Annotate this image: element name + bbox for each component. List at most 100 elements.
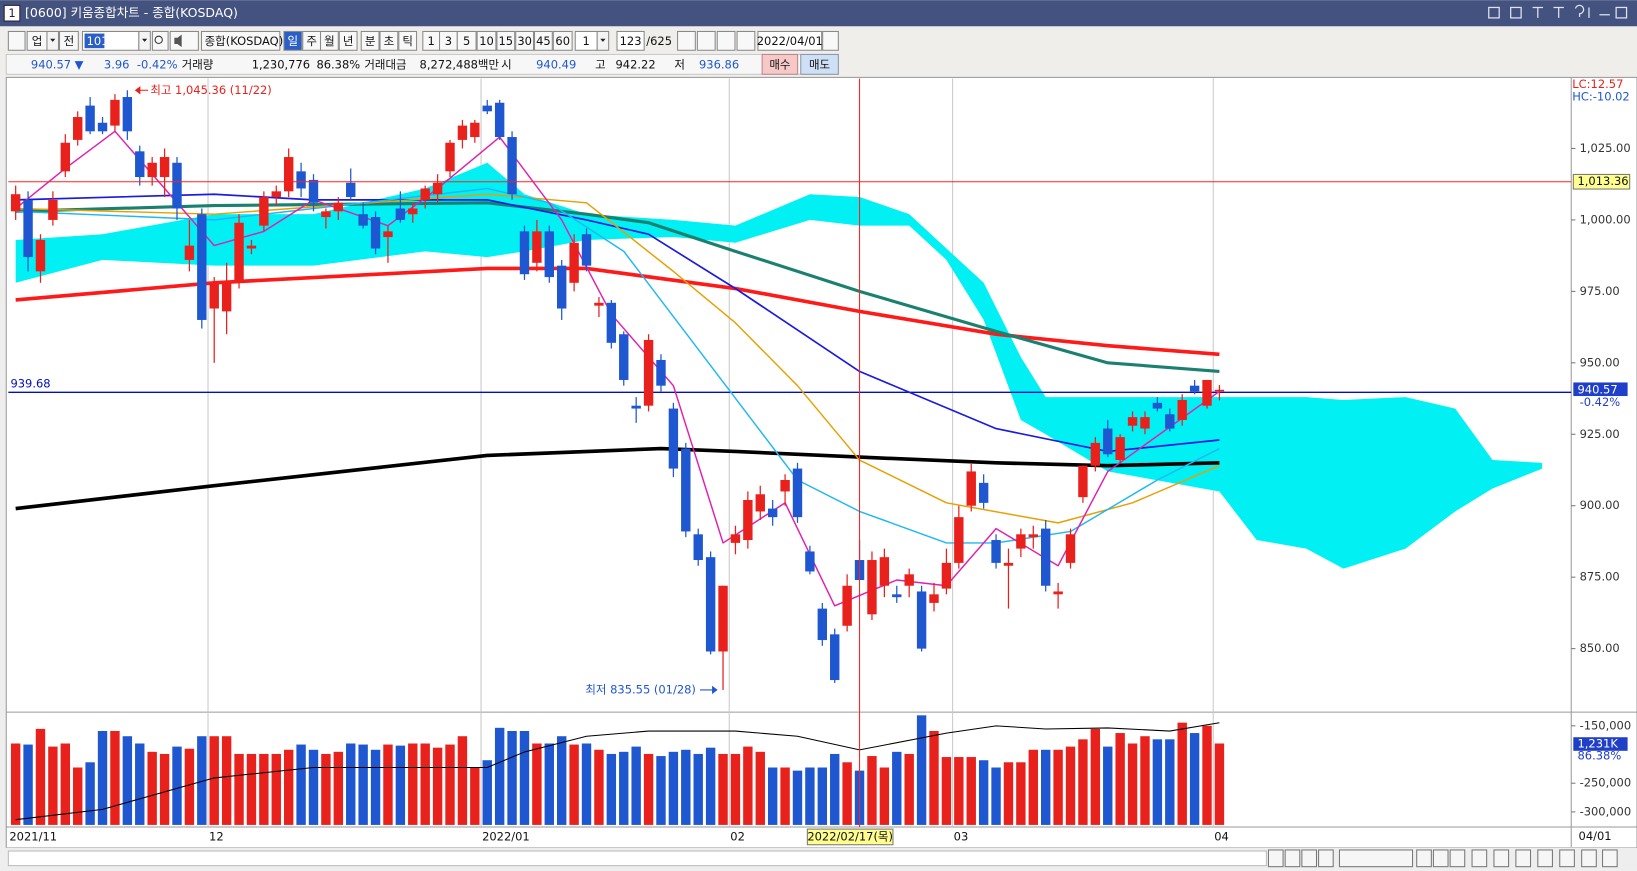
toolbar-button-box[interactable] xyxy=(398,30,418,51)
y-tick-label: 925.00 xyxy=(1580,427,1620,441)
candle-body xyxy=(581,234,592,266)
candle-body xyxy=(457,125,468,140)
volume-bar xyxy=(135,743,145,825)
y-tick-label: 1,025.00 xyxy=(1580,141,1631,155)
tool-icon[interactable] xyxy=(677,30,696,51)
toolbar-button-box[interactable] xyxy=(515,30,535,51)
dropdown-arrow xyxy=(141,38,148,42)
search-button[interactable] xyxy=(151,30,169,51)
volume-bar xyxy=(122,736,133,825)
crosshair-x-box xyxy=(806,828,894,846)
toolbar-icon[interactable] xyxy=(7,30,26,51)
toolbar-button[interactable]: 10 xyxy=(479,34,494,48)
candle-body xyxy=(184,245,195,260)
toolbar-button-box[interactable] xyxy=(379,30,399,51)
volume-bar xyxy=(1040,749,1051,825)
toolbar-button-box[interactable] xyxy=(456,30,477,51)
volume-bar xyxy=(296,744,306,825)
toolbar-button[interactable]: 60 xyxy=(555,34,570,48)
sell-button[interactable]: 매도 xyxy=(809,57,830,71)
toolbar-button-box[interactable] xyxy=(757,30,823,51)
calendar-icon[interactable] xyxy=(822,30,839,51)
toolbar-button-box[interactable] xyxy=(319,30,339,51)
toolbar-button-box[interactable] xyxy=(58,30,79,51)
scroll-controls[interactable] xyxy=(1267,849,1618,868)
toolbar-button[interactable]: 분 xyxy=(365,34,376,48)
sound-button[interactable] xyxy=(169,30,199,51)
toolbar-button-box[interactable] xyxy=(476,30,497,51)
volume-bar xyxy=(507,730,517,825)
toolbar-button[interactable]: 년 xyxy=(343,34,354,48)
annotation: 최저 835.55 (01/28) xyxy=(585,682,696,696)
volume-bar xyxy=(432,747,443,825)
candle-body xyxy=(532,231,542,263)
toolbar-button[interactable]: 업 xyxy=(32,34,43,48)
crosshair-y-box xyxy=(1572,173,1631,190)
toolbar-button[interactable]: 5 xyxy=(463,34,470,48)
dropdown-arrow[interactable] xyxy=(600,38,606,42)
tool-icon[interactable] xyxy=(696,30,716,51)
toolbar-button-box[interactable] xyxy=(360,30,380,51)
tool-icon[interactable] xyxy=(716,30,736,51)
candle-body xyxy=(643,339,654,406)
candle-body xyxy=(395,208,406,220)
toolbar-button[interactable]: 주 xyxy=(306,34,317,48)
sell-button-box[interactable] xyxy=(800,53,839,75)
volume-bar xyxy=(718,753,728,825)
tool-icon[interactable] xyxy=(736,30,756,51)
toolbar-button[interactable]: 종합(KOSDAQ) xyxy=(205,34,284,48)
toolbar-button[interactable]: 전 xyxy=(64,34,75,48)
toolbar-button-box[interactable] xyxy=(616,30,645,51)
toolbar-button-box[interactable] xyxy=(338,30,358,51)
candle-body xyxy=(283,157,294,192)
candle-body xyxy=(110,99,120,126)
toolbar-button-box[interactable] xyxy=(534,30,553,51)
volume-bar xyxy=(681,749,691,825)
candle-body xyxy=(978,482,989,503)
toolbar-button-box[interactable] xyxy=(496,30,516,51)
y-tick-label: 1,000.00 xyxy=(1580,212,1631,226)
toolbar-button-box[interactable] xyxy=(552,30,573,51)
toolbar-button[interactable]: 45 xyxy=(536,34,551,48)
toolbar-button[interactable]: 일 xyxy=(288,34,299,48)
scroll-track[interactable] xyxy=(7,850,1267,867)
toolbar-button-box[interactable] xyxy=(283,30,303,51)
volume-bar xyxy=(1053,749,1063,825)
buy-button[interactable]: 매수 xyxy=(769,57,790,71)
volume-bar xyxy=(1016,762,1026,825)
toolbar-button[interactable]: 틱 xyxy=(402,34,413,48)
volume-bar xyxy=(1028,749,1038,825)
code-selection xyxy=(84,33,105,49)
toolbar-button-box[interactable] xyxy=(200,30,281,51)
volume-bar xyxy=(1115,733,1125,825)
toolbar-button[interactable]: 3 xyxy=(445,34,452,48)
candle-body xyxy=(792,468,803,518)
candle-body xyxy=(904,574,914,586)
toolbar-button[interactable]: 1 xyxy=(428,34,435,48)
volume-bar xyxy=(668,751,679,825)
volume-bar xyxy=(643,753,654,825)
toolbar-button[interactable]: 123 xyxy=(620,34,642,48)
toolbar-button[interactable]: 초 xyxy=(384,34,395,48)
volume-bar xyxy=(569,744,579,825)
candle-body xyxy=(594,302,604,306)
buy-button-box[interactable] xyxy=(761,53,799,75)
toolbar-button[interactable]: 월 xyxy=(324,34,335,48)
volume-bar xyxy=(60,743,70,825)
toolbar-button[interactable]: 2022/04/01 xyxy=(757,34,823,48)
volume-bar xyxy=(209,736,219,825)
volume-bar xyxy=(916,715,927,825)
candle-body xyxy=(73,117,83,140)
candle-body xyxy=(408,208,418,215)
toolbar-button[interactable]: 1 xyxy=(583,34,590,48)
toolbar-button[interactable]: 30 xyxy=(517,34,532,48)
dropdown-arrow[interactable] xyxy=(50,38,56,42)
candle-body xyxy=(259,197,269,226)
y-tick-label: 875.00 xyxy=(1580,570,1620,584)
candle-body xyxy=(991,540,1001,563)
code-text[interactable]: 101 xyxy=(87,34,109,48)
window-controls[interactable] xyxy=(1488,4,1628,19)
toolbar-button[interactable]: 15 xyxy=(499,34,514,48)
candle-body xyxy=(681,448,691,532)
